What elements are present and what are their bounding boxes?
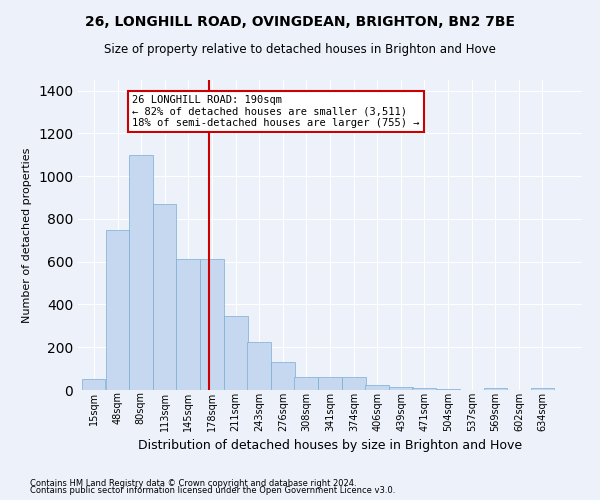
Bar [224, 316, 248, 390]
Bar [82, 380, 106, 390]
Bar [176, 258, 200, 390]
Text: Contains public sector information licensed under the Open Government Licence v3: Contains public sector information licen… [30, 486, 395, 495]
X-axis label: Distribution of detached houses by size in Brighton and Hove: Distribution of detached houses by size … [138, 439, 522, 452]
Text: 26, LONGHILL ROAD, OVINGDEAN, BRIGHTON, BN2 7BE: 26, LONGHILL ROAD, OVINGDEAN, BRIGHTON, … [85, 15, 515, 29]
Y-axis label: Number of detached properties: Number of detached properties [22, 148, 32, 322]
Text: 26 LONGHILL ROAD: 190sqm
← 82% of detached houses are smaller (3,511)
18% of sem: 26 LONGHILL ROAD: 190sqm ← 82% of detach… [133, 95, 420, 128]
Bar [389, 387, 413, 390]
Bar [412, 388, 436, 390]
Bar [342, 377, 366, 390]
Bar [153, 204, 176, 390]
Bar [484, 388, 507, 390]
Bar [129, 155, 152, 390]
Bar [271, 362, 295, 390]
Bar [436, 389, 460, 390]
Bar [200, 258, 224, 390]
Bar [530, 388, 554, 390]
Text: Contains HM Land Registry data © Crown copyright and database right 2024.: Contains HM Land Registry data © Crown c… [30, 478, 356, 488]
Bar [294, 377, 318, 390]
Bar [247, 342, 271, 390]
Bar [106, 230, 130, 390]
Text: Size of property relative to detached houses in Brighton and Hove: Size of property relative to detached ho… [104, 42, 496, 56]
Bar [365, 384, 389, 390]
Bar [318, 377, 342, 390]
